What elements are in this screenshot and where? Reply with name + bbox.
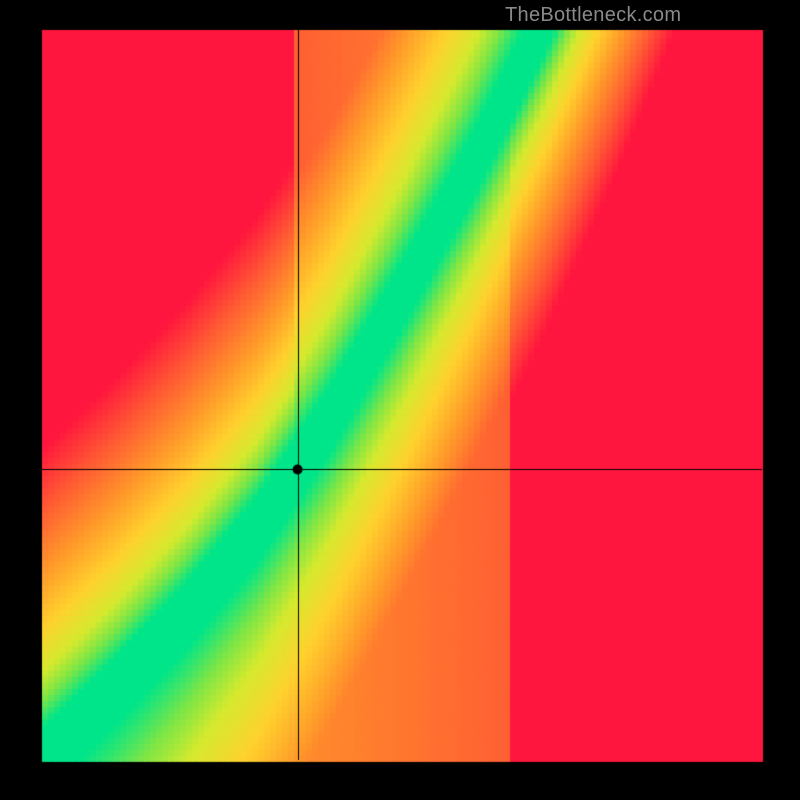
chart-container: TheBottleneck.com: [0, 0, 800, 800]
bottleneck-heatmap: [0, 0, 800, 800]
watermark-text: TheBottleneck.com: [505, 4, 681, 27]
